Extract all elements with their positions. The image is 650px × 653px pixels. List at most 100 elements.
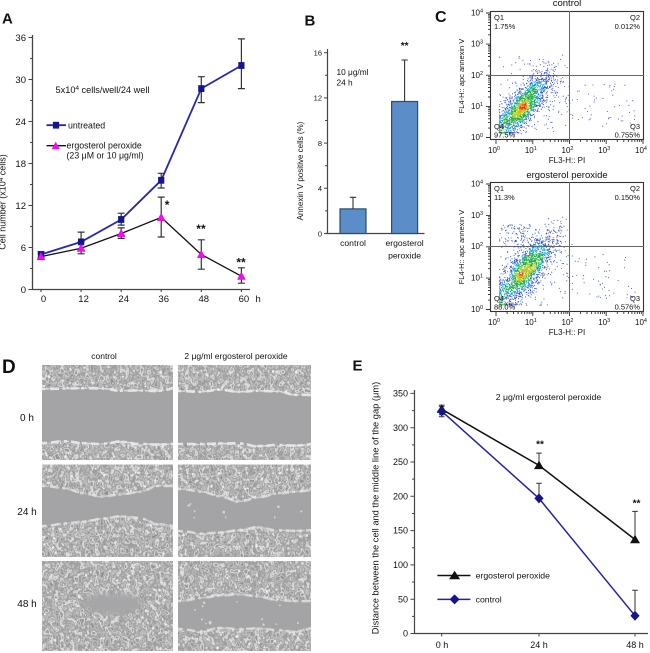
svg-text:Q4: Q4: [494, 294, 504, 303]
svg-text:350: 350: [393, 389, 408, 399]
svg-text:12: 12: [15, 201, 26, 212]
svg-text:peroxide: peroxide: [388, 251, 421, 261]
svg-text:ergosterol peroxide: ergosterol peroxide: [67, 141, 142, 151]
svg-text:102: 102: [471, 242, 483, 251]
svg-text:Q1: Q1: [494, 184, 504, 193]
svg-text:11.3%: 11.3%: [494, 193, 515, 202]
svg-text:10 μg/ml: 10 μg/ml: [337, 67, 369, 77]
svg-text:FL3-H:: PI: FL3-H:: PI: [549, 156, 585, 165]
svg-text:0.755%: 0.755%: [615, 131, 641, 140]
svg-text:97.5%: 97.5%: [494, 131, 516, 140]
svg-text:103: 103: [598, 318, 610, 327]
svg-text:36: 36: [158, 294, 169, 305]
svg-text:1.75%: 1.75%: [494, 22, 516, 31]
svg-text:50: 50: [398, 594, 408, 604]
svg-text:103: 103: [598, 146, 610, 155]
svg-text:2 μg/ml ergosterol peroxide: 2 μg/ml ergosterol peroxide: [184, 351, 287, 361]
svg-text:Q3: Q3: [630, 122, 640, 131]
svg-text:36: 36: [15, 33, 26, 44]
svg-text:**: **: [401, 41, 409, 52]
svg-text:102: 102: [562, 146, 574, 155]
svg-text:**: **: [196, 222, 206, 236]
svg-text:104: 104: [471, 9, 483, 18]
svg-text:103: 103: [471, 211, 483, 220]
svg-text:100: 100: [471, 305, 483, 314]
svg-text:101: 101: [525, 146, 537, 155]
svg-text:2 μg/ml ergosterol peroxide: 2 μg/ml ergosterol peroxide: [496, 392, 602, 402]
svg-text:12: 12: [78, 294, 89, 305]
svg-text:0: 0: [403, 629, 408, 639]
svg-text:60: 60: [239, 294, 250, 305]
svg-text:104: 104: [471, 180, 483, 189]
svg-text:18: 18: [15, 159, 26, 170]
svg-text:104: 104: [635, 146, 647, 155]
svg-text:h: h: [256, 294, 261, 305]
svg-text:24 h: 24 h: [17, 507, 36, 518]
svg-text:30: 30: [15, 75, 26, 86]
svg-text:101: 101: [471, 102, 483, 111]
svg-text:Annexin V positive cells (%): Annexin V positive cells (%): [296, 121, 305, 220]
svg-text:101: 101: [525, 318, 537, 327]
svg-text:88.0%: 88.0%: [494, 303, 516, 312]
svg-text:ergosterol: ergosterol: [385, 238, 423, 248]
svg-text:150: 150: [393, 526, 408, 536]
svg-text:48: 48: [199, 294, 210, 305]
svg-text:101: 101: [471, 274, 483, 283]
svg-text:104: 104: [635, 318, 647, 327]
svg-text:*: *: [165, 198, 170, 212]
svg-text:Distance between the cell and: Distance between the cell and the middle…: [371, 382, 381, 634]
svg-text:0.012%: 0.012%: [615, 22, 641, 31]
svg-text:FL3-H:: PI: FL3-H:: PI: [549, 328, 585, 337]
svg-text:0 h: 0 h: [20, 413, 34, 424]
svg-text:control: control: [340, 238, 366, 248]
svg-text:0: 0: [21, 285, 26, 296]
svg-text:0: 0: [318, 229, 322, 238]
svg-text:ergosterol peroxide: ergosterol peroxide: [476, 571, 551, 581]
svg-text:Q3: Q3: [630, 294, 640, 303]
svg-text:6: 6: [21, 243, 26, 254]
svg-text:**: **: [236, 256, 246, 270]
svg-text:Q1: Q1: [494, 13, 504, 22]
svg-text:100: 100: [393, 560, 408, 570]
svg-text:24 h: 24 h: [530, 640, 548, 650]
svg-text:300: 300: [393, 423, 408, 433]
svg-text:untreated: untreated: [68, 120, 105, 130]
svg-text:(23 μM or 10 μg/ml): (23 μM or 10 μg/ml): [67, 151, 144, 161]
svg-text:**: **: [536, 440, 544, 451]
svg-text:24: 24: [118, 294, 129, 305]
svg-text:0.576%: 0.576%: [615, 303, 641, 312]
svg-text:102: 102: [562, 318, 574, 327]
svg-text:24 h: 24 h: [337, 78, 354, 88]
svg-text:C: C: [435, 9, 447, 26]
svg-text:FL4-H:: apc annexin V: FL4-H:: apc annexin V: [457, 39, 466, 114]
svg-text:ergosterol peroxide: ergosterol peroxide: [526, 170, 607, 181]
svg-text:Cell number (x104 cells): Cell number (x104 cells): [0, 154, 8, 250]
svg-text:48 h: 48 h: [17, 599, 36, 610]
svg-text:250: 250: [393, 457, 408, 467]
svg-text:0: 0: [41, 294, 46, 305]
svg-text:E: E: [353, 358, 363, 375]
svg-text:D: D: [2, 357, 16, 378]
svg-text:0 h: 0 h: [436, 640, 449, 650]
svg-text:200: 200: [393, 491, 408, 501]
svg-text:100: 100: [488, 318, 500, 327]
svg-text:5x104 cells/well/24 well: 5x104 cells/well/24 well: [56, 85, 150, 95]
svg-text:100: 100: [471, 133, 483, 142]
svg-text:12: 12: [314, 94, 322, 103]
svg-text:102: 102: [471, 71, 483, 80]
svg-text:100: 100: [488, 146, 500, 155]
svg-text:**: **: [633, 499, 641, 510]
svg-text:24: 24: [15, 117, 26, 128]
svg-text:control: control: [553, 0, 582, 9]
svg-text:Q2: Q2: [630, 13, 640, 22]
svg-text:control: control: [91, 351, 117, 361]
svg-text:Q4: Q4: [494, 122, 504, 131]
svg-text:103: 103: [471, 40, 483, 49]
svg-text:control: control: [476, 594, 502, 604]
svg-text:A: A: [2, 11, 13, 28]
svg-text:0.150%: 0.150%: [615, 193, 641, 202]
svg-text:48 h: 48 h: [626, 640, 644, 650]
svg-text:8: 8: [318, 139, 322, 148]
svg-text:B: B: [305, 13, 316, 30]
svg-text:4: 4: [318, 184, 322, 193]
